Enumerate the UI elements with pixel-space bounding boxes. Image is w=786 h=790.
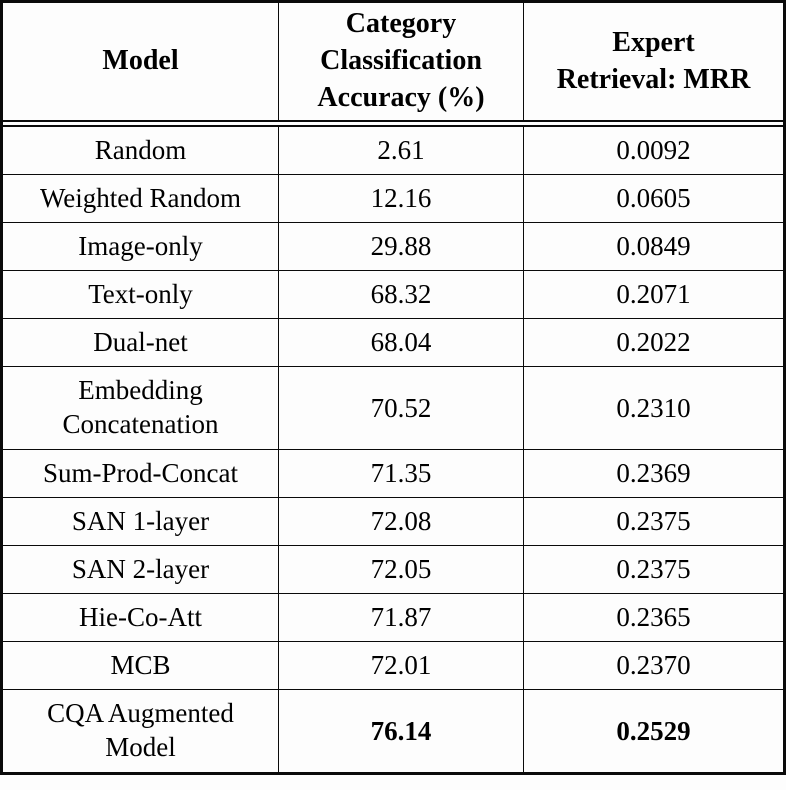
model-label: Embedding Concatenation (62, 375, 219, 439)
model-label: Random (94, 135, 187, 165)
model-cell: CQA Augmented Model (3, 690, 278, 772)
model-cell: Embedding Concatenation (3, 367, 278, 449)
accuracy-cell: 68.32 (278, 271, 523, 318)
column-header-model: Model (3, 3, 278, 120)
model-cell: MCB (3, 642, 278, 689)
accuracy-value: 71.35 (370, 458, 432, 488)
mrr-cell: 0.2071 (523, 271, 783, 318)
accuracy-cell: 71.35 (278, 450, 523, 497)
column-header-model-label: Model (102, 45, 179, 77)
model-cell: SAN 2-layer (3, 546, 278, 593)
mrr-value: 0.2370 (616, 650, 691, 680)
accuracy-value: 76.14 (370, 715, 432, 746)
accuracy-value: 2.61 (377, 135, 425, 165)
model-cell: Dual-net (3, 319, 278, 366)
table-row-hie-co-att: Hie-Co-Att 71.87 0.2365 (3, 594, 783, 642)
mrr-value: 0.2369 (616, 458, 691, 488)
mrr-value: 0.0605 (616, 183, 691, 213)
model-cell: Weighted Random (3, 175, 278, 222)
mrr-cell: 0.0849 (523, 223, 783, 270)
table-row-san-2-layer: SAN 2-layer 72.05 0.2375 (3, 546, 783, 594)
accuracy-value: 72.08 (370, 506, 432, 536)
accuracy-cell: 2.61 (278, 127, 523, 174)
double-rule-gap (3, 122, 783, 125)
model-label: Dual-net (93, 327, 188, 357)
table-row-cqa-augmented-model: CQA Augmented Model 76.14 0.2529 (3, 690, 783, 772)
mrr-value: 0.2022 (616, 327, 691, 357)
model-label: CQA Augmented Model (47, 698, 234, 762)
mrr-cell: 0.0092 (523, 127, 783, 174)
model-cell: Hie-Co-Att (3, 594, 278, 641)
table-row-random: Random 2.61 0.0092 (3, 127, 783, 175)
accuracy-value: 72.05 (370, 554, 432, 584)
accuracy-cell: 76.14 (278, 690, 523, 772)
model-cell: Text-only (3, 271, 278, 318)
model-cell: SAN 1-layer (3, 498, 278, 545)
table-row-sum-prod-concat: Sum-Prod-Concat 71.35 0.2369 (3, 450, 783, 498)
model-label: MCB (110, 650, 171, 680)
accuracy-cell: 71.87 (278, 594, 523, 641)
column-header-accuracy-label: Category Classification Accuracy (%) (317, 8, 485, 113)
table-row-image-only: Image-only 29.88 0.0849 (3, 223, 783, 271)
column-header-mrr: Expert Retrieval: MRR (523, 3, 783, 120)
mrr-cell: 0.2375 (523, 546, 783, 593)
accuracy-value: 70.52 (370, 392, 432, 423)
model-cell: Sum-Prod-Concat (3, 450, 278, 497)
mrr-cell: 0.2375 (523, 498, 783, 545)
table-row-weighted-random: Weighted Random 12.16 0.0605 (3, 175, 783, 223)
column-header-accuracy: Category Classification Accuracy (%) (278, 3, 523, 120)
model-label: Sum-Prod-Concat (43, 458, 238, 488)
mrr-value: 0.2375 (616, 554, 691, 584)
accuracy-value: 72.01 (370, 650, 432, 680)
mrr-value: 0.2365 (616, 602, 691, 632)
model-cell: Random (3, 127, 278, 174)
column-header-mrr-label: Expert Retrieval: MRR (556, 26, 751, 95)
table-header-row: Model Category Classification Accuracy (… (3, 3, 783, 122)
model-label: SAN 1-layer (71, 506, 210, 536)
mrr-cell: 0.2370 (523, 642, 783, 689)
mrr-cell: 0.2369 (523, 450, 783, 497)
model-label: Hie-Co-Att (79, 602, 202, 632)
accuracy-cell: 72.01 (278, 642, 523, 689)
mrr-value: 0.0092 (616, 135, 691, 165)
mrr-cell: 0.0605 (523, 175, 783, 222)
table-row-text-only: Text-only 68.32 0.2071 (3, 271, 783, 319)
accuracy-value: 29.88 (370, 231, 432, 261)
accuracy-value: 68.32 (370, 279, 432, 309)
table-row-san-1-layer: SAN 1-layer 72.08 0.2375 (3, 498, 783, 546)
model-label: Image-only (78, 231, 203, 261)
accuracy-value: 71.87 (370, 602, 432, 632)
model-cell: Image-only (3, 223, 278, 270)
mrr-cell: 0.2529 (523, 690, 783, 772)
mrr-cell: 0.2022 (523, 319, 783, 366)
mrr-cell: 0.2365 (523, 594, 783, 641)
model-label: Weighted Random (39, 183, 242, 213)
accuracy-value: 68.04 (370, 327, 432, 357)
accuracy-cell: 72.05 (278, 546, 523, 593)
accuracy-cell: 72.08 (278, 498, 523, 545)
accuracy-cell: 70.52 (278, 367, 523, 449)
accuracy-cell: 68.04 (278, 319, 523, 366)
accuracy-cell: 12.16 (278, 175, 523, 222)
mrr-value: 0.2071 (616, 279, 691, 309)
table-row-embedding-concatenation: Embedding Concatenation 70.52 0.2310 (3, 367, 783, 450)
mrr-value: 0.2529 (616, 715, 691, 746)
accuracy-cell: 29.88 (278, 223, 523, 270)
model-label: SAN 2-layer (71, 554, 210, 584)
table-row-mcb: MCB 72.01 0.2370 (3, 642, 783, 690)
table-row-dual-net: Dual-net 68.04 0.2022 (3, 319, 783, 367)
mrr-value: 0.0849 (616, 231, 691, 261)
table-body: Random 2.61 0.0092 Weighted Random 12.16… (3, 125, 783, 772)
mrr-value: 0.2310 (616, 392, 691, 423)
model-label: Text-only (88, 279, 193, 309)
mrr-cell: 0.2310 (523, 367, 783, 449)
mrr-value: 0.2375 (616, 506, 691, 536)
accuracy-value: 12.16 (370, 183, 432, 213)
